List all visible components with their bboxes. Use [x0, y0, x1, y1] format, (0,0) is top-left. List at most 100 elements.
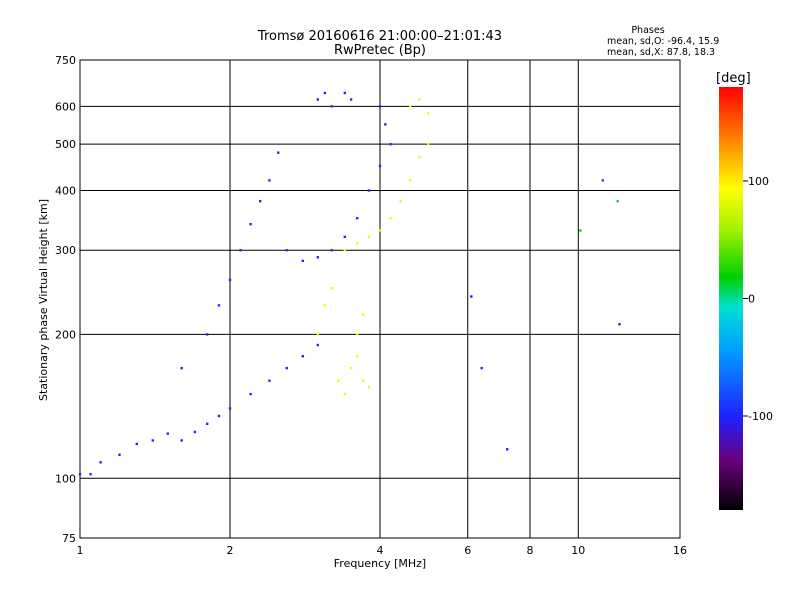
echo-point-O: [205, 333, 209, 336]
echo-point-O: [78, 472, 82, 476]
y-tick-label: 500: [55, 138, 76, 151]
phases-legend-x: mean, sd,X: 87.8, 18.3: [607, 47, 715, 58]
echo-point-O: [259, 199, 262, 203]
echo-point-O: [228, 278, 232, 282]
grid: [80, 60, 680, 538]
echo-point-O: [367, 189, 371, 192]
echo-point-O: [217, 414, 221, 418]
outlier-point: [618, 323, 621, 326]
echo-point-O: [217, 304, 221, 307]
echo-point-X: [367, 386, 371, 389]
echo-point-X: [343, 392, 347, 396]
echo-point-X: [316, 333, 319, 336]
x-tick-label: 6: [464, 544, 471, 557]
y-tick-label: 75: [62, 532, 76, 545]
x-tick-label: 2: [227, 544, 234, 557]
echo-point-O: [180, 366, 183, 370]
echo-point-X: [418, 155, 421, 159]
phases-legend-o: mean, sd,O: -96.4, 15.9: [607, 36, 719, 47]
echo-point-O: [99, 461, 102, 464]
y-tick-label: 600: [55, 100, 76, 113]
echo-point-O: [228, 407, 232, 410]
echo-point-O: [118, 453, 121, 456]
y-tick-label: 200: [55, 328, 76, 341]
colorbar-tick-label: 0: [748, 293, 755, 306]
echo-point-O: [343, 91, 347, 95]
x-tick-label: 16: [673, 544, 687, 557]
echo-point-O: [330, 249, 333, 252]
outlier-point: [579, 229, 582, 232]
echo-point-O: [301, 355, 305, 358]
echo-point-O: [135, 442, 138, 446]
x-axis-label: Frequency [MHz]: [334, 557, 426, 570]
x-tick-label: 8: [527, 544, 534, 557]
echo-point-O: [384, 123, 387, 126]
echo-point-O: [249, 223, 252, 226]
echo-point-X: [337, 379, 340, 382]
echo-point-O: [316, 98, 319, 101]
chart-subtitle: RwPretec (Bp): [334, 43, 426, 58]
colorbar-ticks: 100 0 -100: [743, 175, 773, 423]
echo-point-X: [343, 249, 347, 252]
chart-title: Tromsø 20160616 21:00:00–21:01:43: [257, 29, 502, 44]
echo-point-O: [268, 179, 271, 182]
x-tick-label: 4: [377, 544, 384, 557]
echo-point-X: [409, 105, 412, 108]
y-tick-label: 100: [55, 472, 76, 485]
echo-point-X: [355, 355, 359, 358]
y-axis-label: Stationary phase Virtual Height [km]: [37, 199, 50, 401]
echo-point-X: [427, 142, 430, 146]
echo-point-O: [378, 164, 382, 168]
echo-point-X: [323, 304, 327, 307]
echo-point-X: [389, 217, 392, 220]
echo-point-O: [343, 235, 347, 239]
phases-legend-heading: Phases: [631, 25, 664, 36]
echo-point-O: [239, 249, 242, 252]
echo-point-X: [355, 333, 359, 336]
echo-point-X: [378, 229, 382, 232]
echo-point-O: [355, 217, 359, 220]
y-tick-label: 750: [55, 54, 76, 67]
echo-point-O: [316, 256, 319, 259]
y-tick-label: 300: [55, 244, 76, 257]
echo-point-O: [166, 432, 169, 435]
outlier-point: [616, 199, 619, 203]
outlier-point: [601, 179, 605, 182]
echo-point-O: [285, 249, 288, 252]
axis-ticks: 1 2 4 6 8 10 16 75 100 200 300 400 500 600 750: [55, 54, 687, 557]
echo-point-X: [361, 379, 365, 382]
y-tick-label: 400: [55, 184, 76, 197]
echo-point-X: [427, 112, 430, 115]
echo-point-O: [151, 439, 155, 442]
echo-point-O: [180, 439, 183, 442]
echo-point-O: [268, 379, 271, 382]
echo-point-O: [349, 98, 353, 101]
echo-point-O: [378, 105, 382, 108]
data-points: [78, 91, 621, 476]
echo-point-O: [301, 259, 305, 263]
outlier-point: [480, 366, 483, 370]
echo-point-O: [249, 392, 252, 396]
echo-point-O: [285, 366, 288, 370]
colorbar: [719, 87, 743, 510]
echo-point-X: [409, 179, 412, 182]
echo-point-X: [367, 235, 371, 239]
echo-point-X: [349, 366, 353, 370]
echo-point-O: [193, 430, 197, 434]
echo-point-O: [316, 343, 319, 347]
x-tick-label: 10: [571, 544, 585, 557]
echo-point-X: [361, 313, 365, 316]
outlier-point: [505, 448, 509, 451]
outlier-point: [470, 295, 473, 298]
colorbar-tick-label: -100: [748, 410, 773, 423]
echo-point-O: [277, 151, 280, 154]
echo-point-X: [418, 98, 421, 101]
echo-point-X: [355, 242, 359, 245]
echo-point-O: [89, 472, 92, 476]
echo-point-O: [323, 91, 327, 95]
echo-point-X: [399, 199, 402, 203]
x-tick-label: 1: [77, 544, 84, 557]
echo-point-O: [330, 105, 333, 108]
colorbar-tick-label: 100: [748, 175, 769, 188]
